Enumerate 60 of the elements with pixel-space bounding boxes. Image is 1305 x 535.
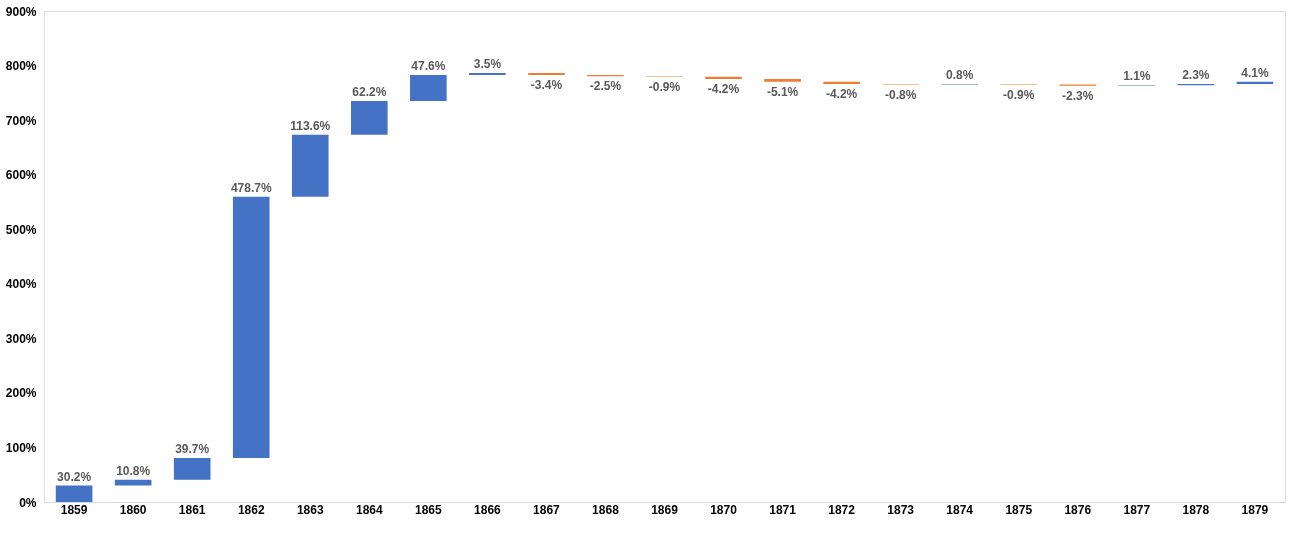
data-label: -0.9% xyxy=(648,79,681,94)
x-tick-label: 1875 xyxy=(1005,502,1033,517)
data-label: -4.2% xyxy=(825,87,858,102)
y-tick-label: 400% xyxy=(5,277,37,292)
data-label: 0.8% xyxy=(946,68,974,83)
data-label: 10.8% xyxy=(116,463,151,478)
data-label: 39.7% xyxy=(175,441,210,456)
y-tick-label: 700% xyxy=(5,113,37,128)
x-tick-label: 1873 xyxy=(887,502,915,517)
y-tick-label: 0% xyxy=(19,495,37,510)
y-tick-label: 600% xyxy=(5,168,37,183)
x-tick-label: 1862 xyxy=(237,502,265,517)
data-label: 47.6% xyxy=(411,58,446,73)
x-tick-label: 1870 xyxy=(710,502,738,517)
x-tick-label: 1859 xyxy=(60,502,88,517)
bar xyxy=(764,79,801,82)
x-tick-label: 1865 xyxy=(414,502,443,517)
x-tick-label: 1871 xyxy=(769,502,797,517)
bar xyxy=(291,134,329,197)
data-label: 478.7% xyxy=(230,180,272,195)
data-label: -5.1% xyxy=(766,84,799,99)
x-tick-label: 1879 xyxy=(1241,502,1269,517)
data-label: -2.3% xyxy=(1062,88,1094,103)
x-tick-label: 1878 xyxy=(1182,502,1210,517)
x-tick-label: 1874 xyxy=(946,502,974,517)
x-tick-label: 1869 xyxy=(651,502,679,517)
bar xyxy=(351,100,388,135)
data-label: -0.9% xyxy=(1003,87,1035,102)
bar xyxy=(55,485,93,502)
bar xyxy=(114,479,152,486)
bar xyxy=(410,74,447,101)
y-tick-label: 900% xyxy=(5,4,37,19)
data-label: -3.4% xyxy=(530,77,563,92)
x-tick-label: 1876 xyxy=(1064,502,1092,517)
x-tick-label: 1860 xyxy=(119,502,147,517)
bar xyxy=(232,196,270,458)
x-tick-label: 1867 xyxy=(533,502,561,517)
data-label: -2.5% xyxy=(589,79,622,94)
x-tick-label: 1864 xyxy=(355,502,383,517)
data-label: -0.8% xyxy=(884,87,917,102)
y-tick-label: 500% xyxy=(5,222,37,237)
data-label: -4.2% xyxy=(707,82,740,97)
x-tick-label: 1872 xyxy=(828,502,856,517)
x-tick-label: 1861 xyxy=(178,502,206,517)
data-label: 62.2% xyxy=(352,84,387,99)
data-label: 1.1% xyxy=(1123,69,1151,84)
x-tick-label: 1863 xyxy=(296,502,324,517)
bar xyxy=(173,457,211,480)
x-tick-label: 1866 xyxy=(474,502,502,517)
data-label: 2.3% xyxy=(1182,68,1210,82)
y-tick-label: 100% xyxy=(5,440,37,455)
data-label: 30.2% xyxy=(57,469,92,484)
x-tick-label: 1877 xyxy=(1123,502,1151,517)
y-tick-label: 300% xyxy=(5,331,37,346)
data-label: 4.1% xyxy=(1241,65,1269,80)
y-tick-label: 800% xyxy=(5,59,37,74)
data-label: 3.5% xyxy=(473,57,502,72)
y-tick-label: 200% xyxy=(5,386,37,401)
data-label: 113.6% xyxy=(290,118,331,133)
x-tick-label: 1868 xyxy=(592,502,620,517)
